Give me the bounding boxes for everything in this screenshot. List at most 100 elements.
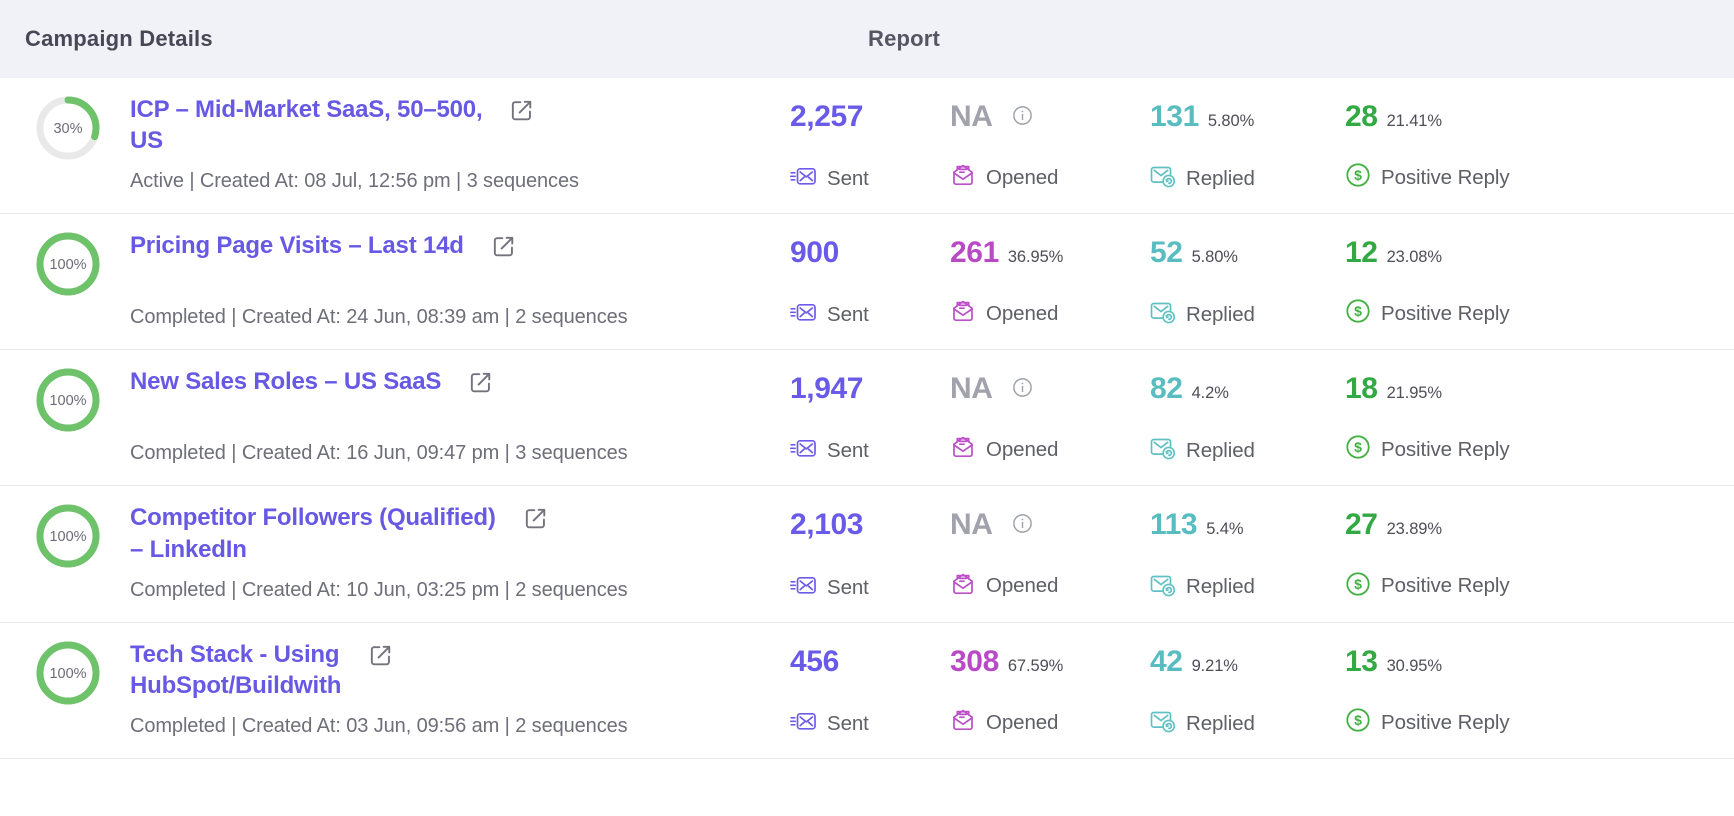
- campaign-details-cell: 100% Competitor Followers (Qualified) – …: [0, 502, 760, 601]
- dollar-circle-icon: $: [1345, 707, 1371, 738]
- opened-percent: 67.59%: [1007, 656, 1064, 675]
- sent-count: 1,947: [790, 372, 864, 406]
- campaign-title-link[interactable]: New Sales Roles – US SaaS: [130, 368, 442, 396]
- stat-replied: 42 9.21% Replied: [1150, 639, 1345, 738]
- opened-count: 308: [950, 644, 999, 678]
- opened-envelope-icon: [950, 298, 976, 329]
- external-link-icon[interactable]: [467, 369, 494, 401]
- info-icon[interactable]: [1011, 104, 1034, 132]
- report-cell: 900 Sent 261: [760, 230, 1734, 329]
- opened-envelope-icon: [950, 434, 976, 465]
- campaign-row: 100% Competitor Followers (Qualified) – …: [0, 486, 1734, 623]
- opened-envelope-icon: [950, 707, 976, 738]
- send-envelope-icon: [789, 574, 817, 602]
- replied-percent: 5.4%: [1206, 520, 1244, 539]
- replied-count: 113: [1150, 508, 1198, 542]
- progress-percent-label: 100%: [49, 393, 86, 409]
- external-link-icon[interactable]: [367, 642, 394, 674]
- progress-ring: 100%: [36, 504, 100, 601]
- positive-reply-percent: 21.95%: [1386, 384, 1442, 403]
- replied-percent: 9.21%: [1191, 656, 1238, 675]
- campaign-details-cell: 30% ICP – Mid-Market SaaS, 50–500, US Ac…: [0, 94, 760, 193]
- progress-ring-arc: [36, 232, 100, 296]
- stat-replied: 131 5.80% Replied: [1150, 94, 1345, 193]
- stat-sent: 900 Sent: [789, 230, 950, 329]
- progress-ring-arc: [36, 504, 100, 568]
- campaign-row: 100% New Sales Roles – US SaaS Completed…: [0, 350, 1734, 487]
- campaign-info: New Sales Roles – US SaaS Completed | Cr…: [130, 366, 760, 465]
- campaign-title-link[interactable]: Tech Stack - Using HubSpot/Buildwith: [130, 640, 342, 699]
- opened-label: Opened: [986, 165, 1059, 189]
- external-link-icon[interactable]: [508, 97, 535, 129]
- positive-reply-percent: 23.89%: [1386, 520, 1442, 539]
- progress-percent-label: 100%: [49, 666, 86, 682]
- progress-percent-label: 100%: [49, 257, 86, 273]
- campaign-title-link[interactable]: Competitor Followers (Qualified) – Linke…: [130, 504, 496, 563]
- progress-ring: 30%: [36, 96, 100, 193]
- reply-envelope-icon: [1150, 164, 1176, 193]
- info-icon[interactable]: [1011, 512, 1034, 540]
- replied-percent: 5.80%: [1207, 112, 1255, 130]
- send-envelope-icon: [789, 165, 817, 193]
- opened-count: NA: [950, 508, 993, 542]
- external-link-icon[interactable]: [490, 233, 517, 265]
- stat-positive-reply: 18 21.95% $ Positive Reply: [1345, 366, 1734, 465]
- stat-positive-reply: 12 23.08% $ Positive Reply: [1345, 230, 1734, 329]
- replied-count: 131: [1150, 100, 1199, 133]
- campaign-row: 30% ICP – Mid-Market SaaS, 50–500, US Ac…: [0, 78, 1734, 215]
- svg-text:$: $: [1354, 576, 1362, 592]
- progress-percent-label: 100%: [49, 529, 86, 545]
- stat-positive-reply: 13 30.95% $ Positive Reply: [1345, 639, 1734, 738]
- positive-reply-label: Positive Reply: [1381, 437, 1510, 461]
- replied-label: Replied: [1186, 302, 1255, 326]
- campaign-row: 100% Pricing Page Visits – Last 14d Comp…: [0, 214, 1734, 351]
- campaign-title-link[interactable]: ICP – Mid-Market SaaS, 50–500, US: [130, 96, 483, 155]
- campaign-info: Tech Stack - Using HubSpot/Buildwith Com…: [130, 639, 760, 738]
- stat-opened: NA: [950, 502, 1150, 601]
- stat-positive-reply: 27 23.89% $ Positive Reply: [1345, 502, 1734, 601]
- campaign-details-cell: 100% Tech Stack - Using HubSpot/Buildwit…: [0, 639, 760, 738]
- stat-opened: NA: [950, 94, 1150, 193]
- info-icon[interactable]: [1011, 376, 1034, 404]
- opened-count: NA: [950, 372, 993, 406]
- progress-ring-arc: [36, 641, 100, 705]
- replied-label: Replied: [1186, 711, 1255, 735]
- sent-count: 2,257: [790, 100, 864, 133]
- replied-count: 82: [1150, 372, 1183, 406]
- campaign-details-cell: 100% New Sales Roles – US SaaS Completed…: [0, 366, 760, 465]
- stat-replied: 113 5.4% Replied: [1150, 502, 1345, 601]
- stat-sent: 456 Sent: [789, 639, 950, 738]
- campaign-meta: Active | Created At: 08 Jul, 12:56 pm | …: [130, 170, 579, 193]
- stat-sent: 2,103 Sent: [789, 502, 950, 602]
- svg-text:$: $: [1354, 439, 1362, 455]
- opened-envelope-icon: [950, 162, 976, 193]
- sent-label: Sent: [827, 712, 869, 736]
- svg-text:$: $: [1354, 712, 1362, 728]
- positive-reply-percent: 21.41%: [1386, 112, 1442, 130]
- campaign-title-link[interactable]: Pricing Page Visits – Last 14d: [130, 232, 464, 260]
- sent-label: Sent: [827, 575, 869, 599]
- progress-percent-label: 30%: [53, 121, 82, 137]
- positive-reply-label: Positive Reply: [1381, 710, 1510, 734]
- positive-reply-count: 12: [1345, 236, 1378, 270]
- replied-percent: 5.80%: [1191, 248, 1238, 267]
- stat-sent: 1,947 Sent: [789, 366, 950, 465]
- stat-replied: 82 4.2% Replied: [1150, 366, 1345, 465]
- stat-replied: 52 5.80% Replied: [1150, 230, 1345, 329]
- positive-reply-label: Positive Reply: [1381, 574, 1510, 598]
- external-link-icon[interactable]: [522, 505, 549, 537]
- sent-label: Sent: [827, 167, 869, 191]
- column-header-campaign-details: Campaign Details: [25, 26, 213, 51]
- opened-envelope-icon: [950, 571, 976, 602]
- dollar-circle-icon: $: [1345, 162, 1371, 193]
- campaign-meta: Completed | Created At: 03 Jun, 09:56 am…: [130, 715, 628, 738]
- reply-envelope-icon: [1150, 573, 1176, 602]
- stat-sent: 2,257 Sent: [789, 94, 950, 193]
- sent-count: 456: [790, 644, 839, 678]
- dollar-circle-icon: $: [1345, 434, 1371, 465]
- progress-ring: 100%: [36, 232, 100, 329]
- opened-count: NA: [950, 100, 993, 133]
- report-cell: 456 Sent 308: [760, 639, 1734, 738]
- positive-reply-count: 13: [1345, 644, 1378, 678]
- campaign-info: ICP – Mid-Market SaaS, 50–500, US Active…: [130, 94, 760, 193]
